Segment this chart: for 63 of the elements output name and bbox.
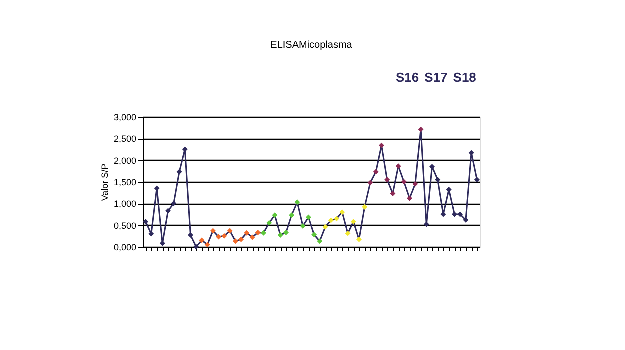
- point: [266, 220, 272, 226]
- point: [166, 208, 172, 214]
- point: [232, 238, 238, 244]
- text: S17: [424, 70, 448, 85]
- y-tick-label: 2,000: [114, 156, 136, 166]
- point: [278, 232, 284, 238]
- point: [368, 180, 374, 186]
- point: [244, 230, 250, 236]
- point: [194, 244, 200, 250]
- point: [261, 230, 266, 236]
- point: [283, 230, 289, 236]
- point: [176, 169, 182, 175]
- point: [250, 234, 256, 240]
- y-tick-label: 0,000: [114, 242, 136, 252]
- y-tick-label: 1,500: [114, 178, 136, 188]
- point: [340, 210, 346, 216]
- text: S18: [453, 70, 476, 85]
- point: [373, 169, 379, 175]
- point: [300, 223, 306, 229]
- point: [238, 236, 244, 242]
- point: [407, 196, 413, 202]
- y-axis-title: Valor S/P: [100, 164, 110, 202]
- chart-title: ELISAMicoplasma: [270, 40, 353, 51]
- point: [412, 181, 418, 187]
- point: [204, 242, 210, 248]
- point: [227, 228, 233, 234]
- point: [294, 200, 300, 206]
- point: [188, 232, 194, 238]
- point: [362, 204, 368, 210]
- point: [143, 219, 149, 225]
- point: [255, 230, 261, 236]
- point: [312, 232, 318, 238]
- point: [378, 142, 384, 148]
- y-tick-label: 3,000: [114, 112, 136, 122]
- point: [452, 212, 458, 218]
- point: [345, 230, 351, 236]
- point: [384, 177, 390, 183]
- point: [334, 216, 340, 222]
- point: [272, 212, 278, 218]
- point: [216, 234, 222, 240]
- point: [328, 218, 334, 224]
- point: [306, 214, 312, 220]
- point: [463, 217, 469, 223]
- point: [222, 233, 228, 239]
- point: [199, 238, 205, 244]
- point: [317, 238, 323, 244]
- y-tick-label: 1,000: [114, 199, 136, 210]
- point: [356, 236, 362, 242]
- point: [418, 126, 424, 132]
- y-tick-label: 2,500: [114, 134, 136, 144]
- point: [289, 212, 295, 218]
- point: [458, 212, 464, 218]
- point: [350, 219, 356, 225]
- point: [435, 177, 441, 183]
- point: [210, 228, 216, 234]
- point: [171, 200, 177, 206]
- point: [390, 190, 396, 196]
- point: [474, 177, 480, 183]
- text: S16: [396, 70, 420, 85]
- point: [401, 179, 407, 185]
- point: [396, 164, 402, 170]
- y-tick-label: 0,500: [114, 220, 136, 231]
- point: [322, 224, 328, 230]
